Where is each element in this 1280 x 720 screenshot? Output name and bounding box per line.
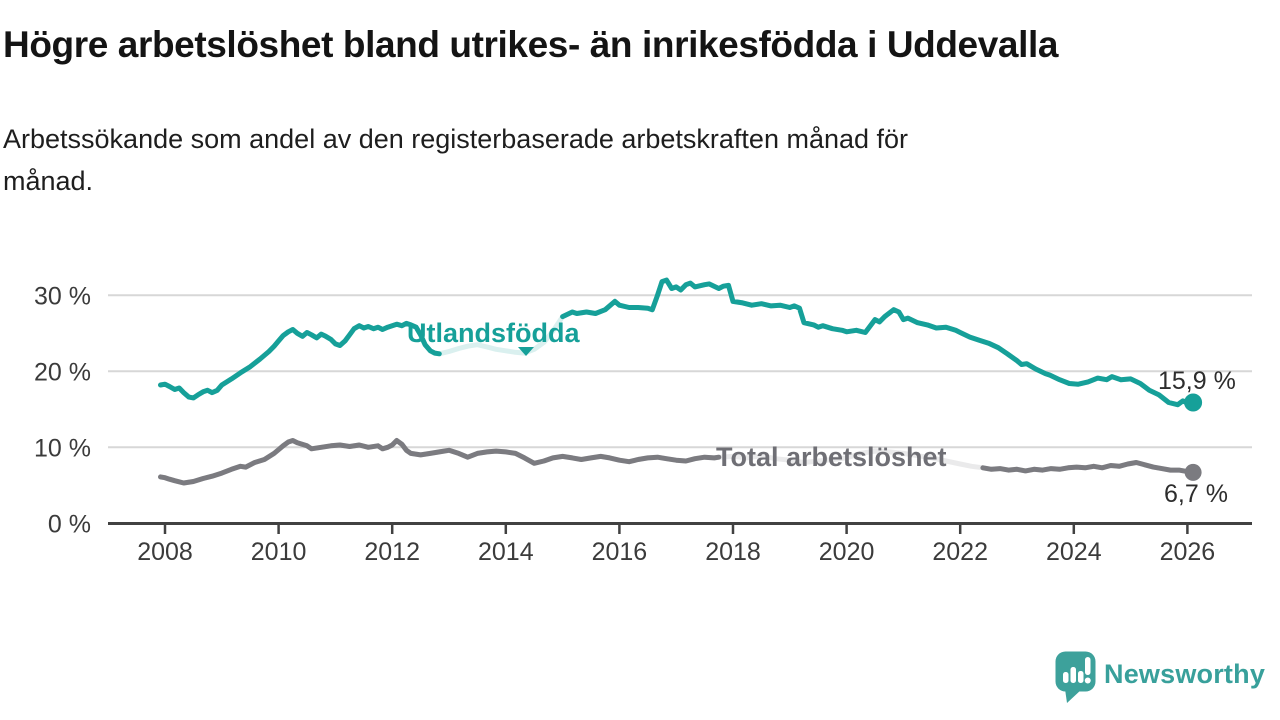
series-end-dot [1184,463,1202,481]
label-pointer-caret-icon [518,347,534,356]
y-axis-label: 20 % [34,358,91,386]
x-axis-label: 2020 [819,538,875,566]
series-label-utlandsfodda: Utlandsfödda [407,318,580,348]
end-value-total-arbetsloshet: 6,7 % [1164,480,1228,508]
y-axis-label: 30 % [34,282,91,310]
chart-subtitle: Arbetssökande som andel av den registerb… [3,124,909,197]
x-axis-label: 2018 [705,538,761,566]
series-line [980,460,1196,475]
y-axis-label: 0 % [48,510,91,538]
series-end-dot [1184,393,1203,412]
page-title: Högre arbetslöshet bland utrikes- än inr… [3,24,1059,65]
series-line [158,320,442,401]
newsworthy-logo-text: Newsworthy [1104,659,1266,689]
series-line-ghost [158,277,1196,408]
x-axis-label: 2014 [478,538,534,566]
x-axis-label: 2008 [137,538,193,566]
y-axis-label: 10 % [34,434,91,462]
x-axis-label: 2022 [932,538,988,566]
x-axis-label: 2010 [251,538,307,566]
series-line [560,277,1196,408]
x-axis-label: 2012 [364,538,420,566]
x-axis-label: 2016 [592,538,648,566]
x-axis-label: 2024 [1046,538,1102,566]
x-axis-label: 2026 [1160,538,1216,566]
newsworthy-logo: Newsworthy [1054,650,1280,704]
newsworthy-logo-icon [1055,651,1096,703]
series-label-total-arbetsloshet: Total arbetslöshet [716,442,947,472]
series-line [158,438,722,486]
end-value-utlandsfodda: 15,9 % [1158,367,1236,395]
